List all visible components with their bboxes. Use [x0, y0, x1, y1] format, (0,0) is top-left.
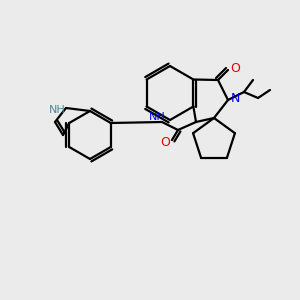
- Text: O: O: [160, 136, 170, 148]
- Text: N: N: [230, 92, 240, 106]
- Text: NH: NH: [148, 112, 165, 122]
- Text: NH: NH: [49, 105, 65, 115]
- Text: O: O: [230, 62, 240, 76]
